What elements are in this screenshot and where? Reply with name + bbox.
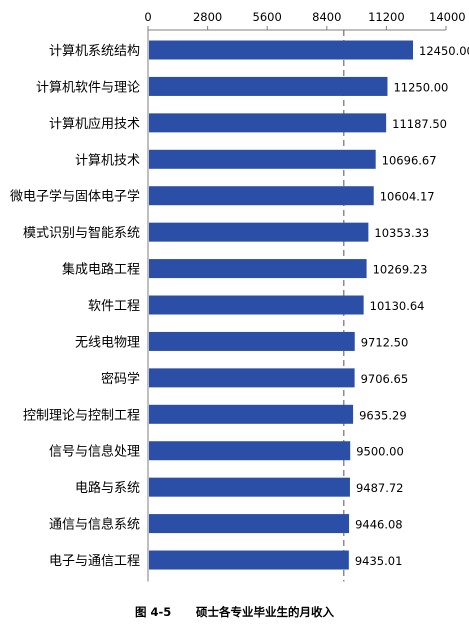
data-label: 9435.01 [355, 554, 403, 568]
bar [149, 113, 387, 133]
data-label: 10353.33 [374, 226, 429, 240]
data-label: 10130.64 [370, 299, 425, 313]
category-label: 计算机软件与理论 [36, 80, 140, 95]
figure-title: 硕士各专业毕业生的月收入 [196, 605, 334, 619]
data-label: 11250.00 [393, 80, 448, 94]
data-label: 9635.29 [359, 408, 407, 422]
bar [149, 441, 351, 461]
category-label: 计算机系统结构 [49, 44, 140, 59]
bar [149, 331, 355, 351]
category-label: 软件工程 [88, 299, 140, 314]
figure-caption: 图 4-5 硕士各专业毕业生的月收入 [0, 604, 469, 622]
data-label: 9706.65 [361, 372, 409, 386]
category-label: 计算机应用技术 [49, 116, 140, 132]
x-tick-label: 0 [144, 10, 151, 24]
x-tick-label: 2800 [193, 10, 222, 24]
category-label: 无线电物理 [75, 335, 140, 350]
bar [149, 477, 350, 497]
bar [149, 295, 364, 315]
category-label: 微电子学与固体电子学 [10, 189, 140, 205]
bar [149, 550, 349, 570]
category-label: 密码学 [101, 371, 140, 387]
bar [149, 404, 354, 424]
x-tick-label: 11200 [368, 10, 405, 24]
data-label: 9712.50 [361, 335, 409, 349]
category-label: 通信与信息系统 [49, 517, 140, 533]
data-label: 10604.17 [380, 190, 435, 204]
data-label: 12450.00 [419, 44, 469, 58]
category-label: 控制理论与控制工程 [23, 408, 140, 423]
bar [149, 76, 388, 96]
x-tick-label: 8400 [312, 10, 341, 24]
bar [149, 149, 376, 169]
data-label: 9500.00 [356, 445, 404, 459]
chart: 0 2800 5600 8400 11200 14000（元） 计算机系统结构 12450.0… [10, 10, 469, 582]
bar [149, 259, 367, 279]
x-tick-label: 14000（元） [429, 10, 469, 24]
category-label: 电子与通信工程 [49, 554, 140, 569]
figure-number: 图 4-5 [135, 605, 172, 619]
data-label: 10696.67 [382, 153, 437, 167]
bar [149, 368, 355, 388]
x-tick-label: 5600 [253, 10, 282, 24]
data-label: 9487.72 [356, 481, 404, 495]
category-label: 信号与信息处理 [49, 444, 140, 460]
bar [149, 514, 350, 534]
category-label: 集成电路工程 [62, 262, 140, 278]
data-label: 10269.23 [373, 263, 428, 277]
category-label: 电路与系统 [75, 480, 140, 496]
data-label: 11187.50 [392, 117, 447, 131]
data-label: 9446.08 [355, 518, 403, 532]
bar [149, 40, 414, 60]
category-label: 模式识别与智能系统 [23, 226, 140, 241]
bar [149, 186, 374, 206]
bar [149, 222, 369, 242]
category-label: 计算机技术 [75, 153, 140, 168]
